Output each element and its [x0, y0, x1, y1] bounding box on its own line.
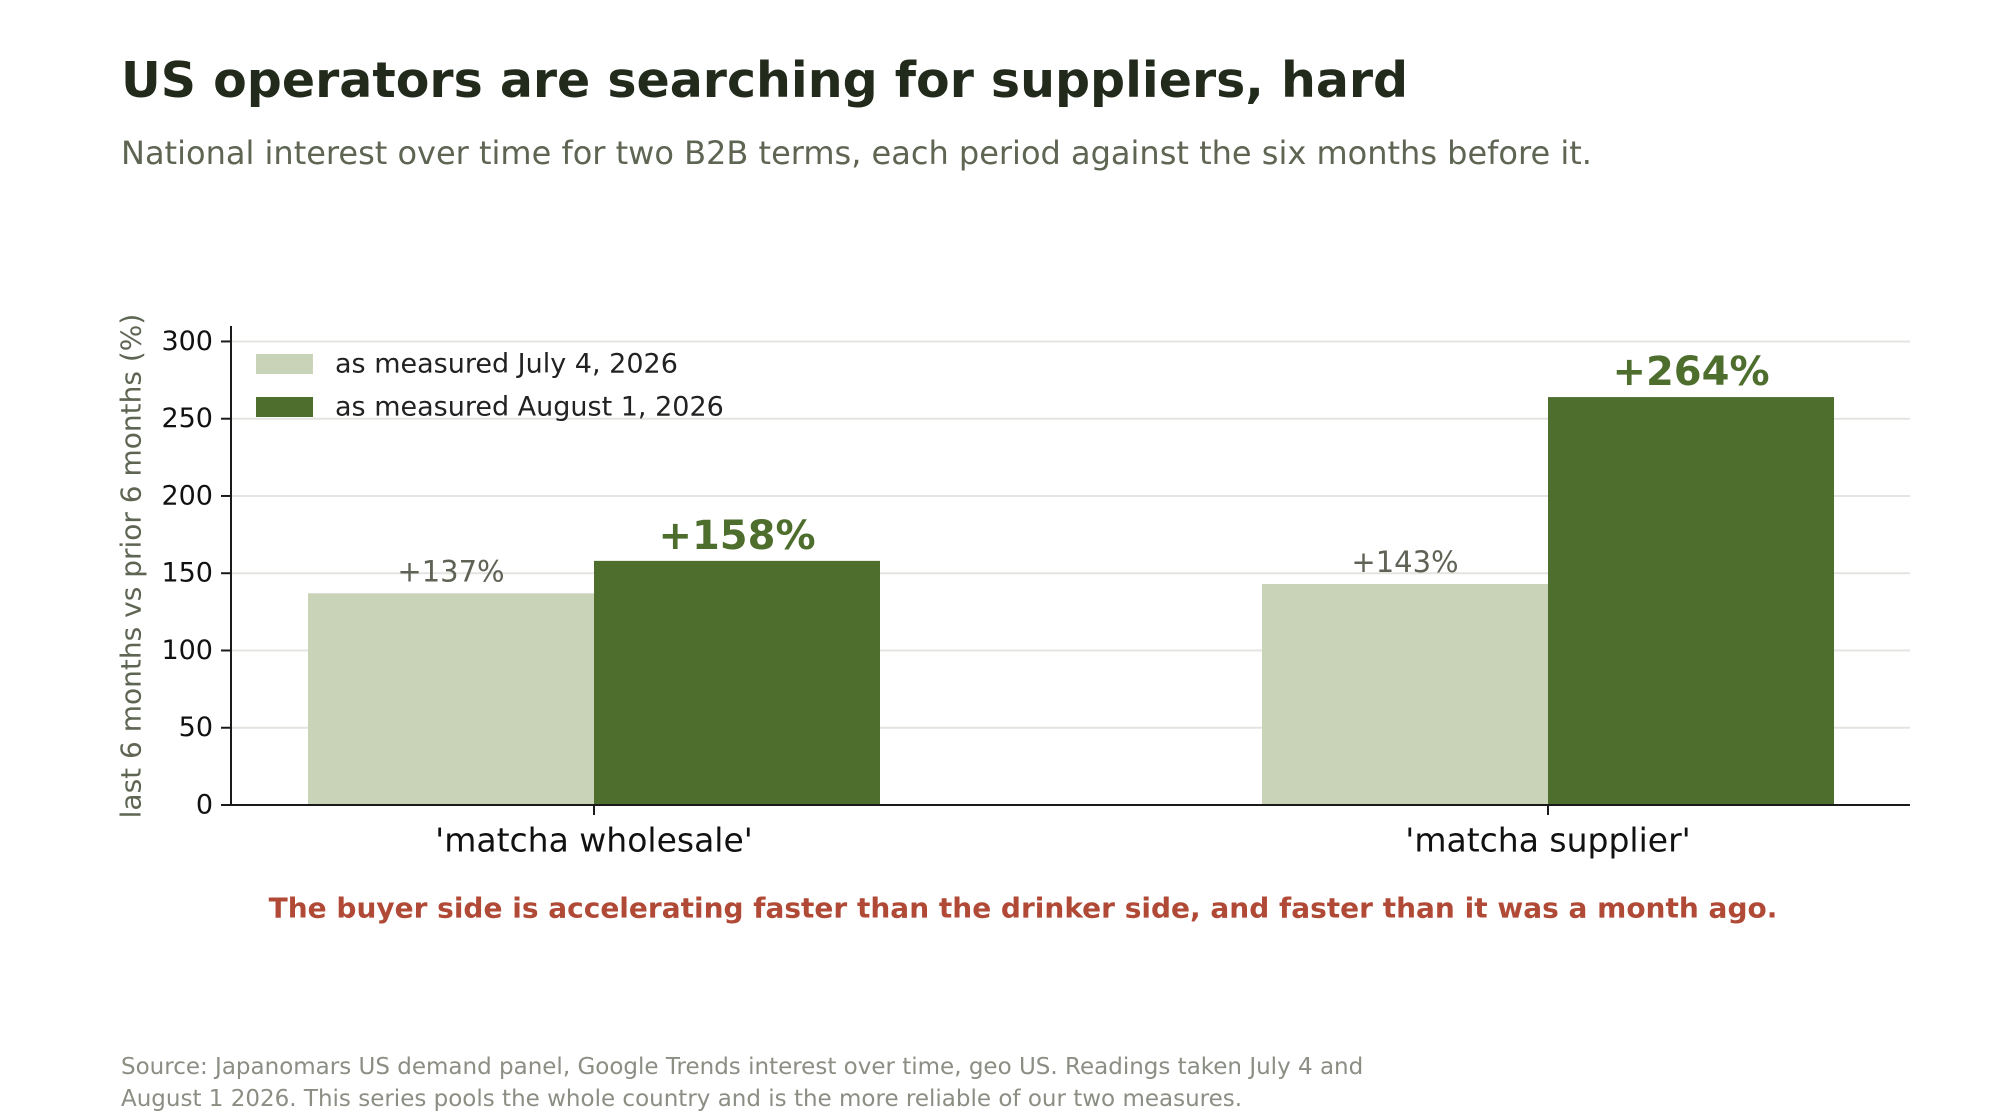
y-tick-label: 100	[161, 635, 213, 666]
bar-july	[1262, 584, 1548, 805]
y-tick-label: 150	[161, 558, 213, 589]
legend-label: as measured July 4, 2026	[335, 349, 678, 380]
bar-data-label: +143%	[1351, 545, 1458, 579]
y-tick-label: 250	[161, 403, 213, 434]
footnote-line-1: Source: Japanomars US demand panel, Goog…	[121, 1054, 1364, 1080]
bar-data-label: +137%	[397, 554, 504, 588]
footnote-line-2: August 1 2026. This series pools the who…	[121, 1086, 1243, 1112]
legend-swatch	[256, 397, 313, 417]
y-tick-label: 0	[196, 790, 213, 821]
x-category-label: 'matcha supplier'	[1405, 821, 1690, 860]
source-footnote: Source: Japanomars US demand panel, Goog…	[121, 1051, 1621, 1115]
bar-july	[308, 593, 594, 805]
y-tick-label: 200	[161, 480, 213, 511]
y-tick-label: 50	[179, 712, 213, 743]
x-category-label: 'matcha wholesale'	[435, 821, 753, 860]
bar-data-label: +264%	[1612, 349, 1769, 395]
bar-data-label: +158%	[658, 513, 815, 559]
insight-callout: The buyer side is accelerating faster th…	[269, 892, 1778, 925]
chart-subtitle: National interest over time for two B2B …	[121, 134, 1592, 172]
legend-swatch	[256, 354, 313, 374]
y-tick-label: 300	[161, 326, 213, 357]
bar-august	[594, 560, 880, 805]
chart-title: US operators are searching for suppliers…	[121, 52, 1409, 109]
legend-label: as measured August 1, 2026	[335, 392, 724, 423]
y-axis-label: last 6 months vs prior 6 months (%)	[115, 314, 148, 819]
bar-august	[1548, 397, 1834, 805]
